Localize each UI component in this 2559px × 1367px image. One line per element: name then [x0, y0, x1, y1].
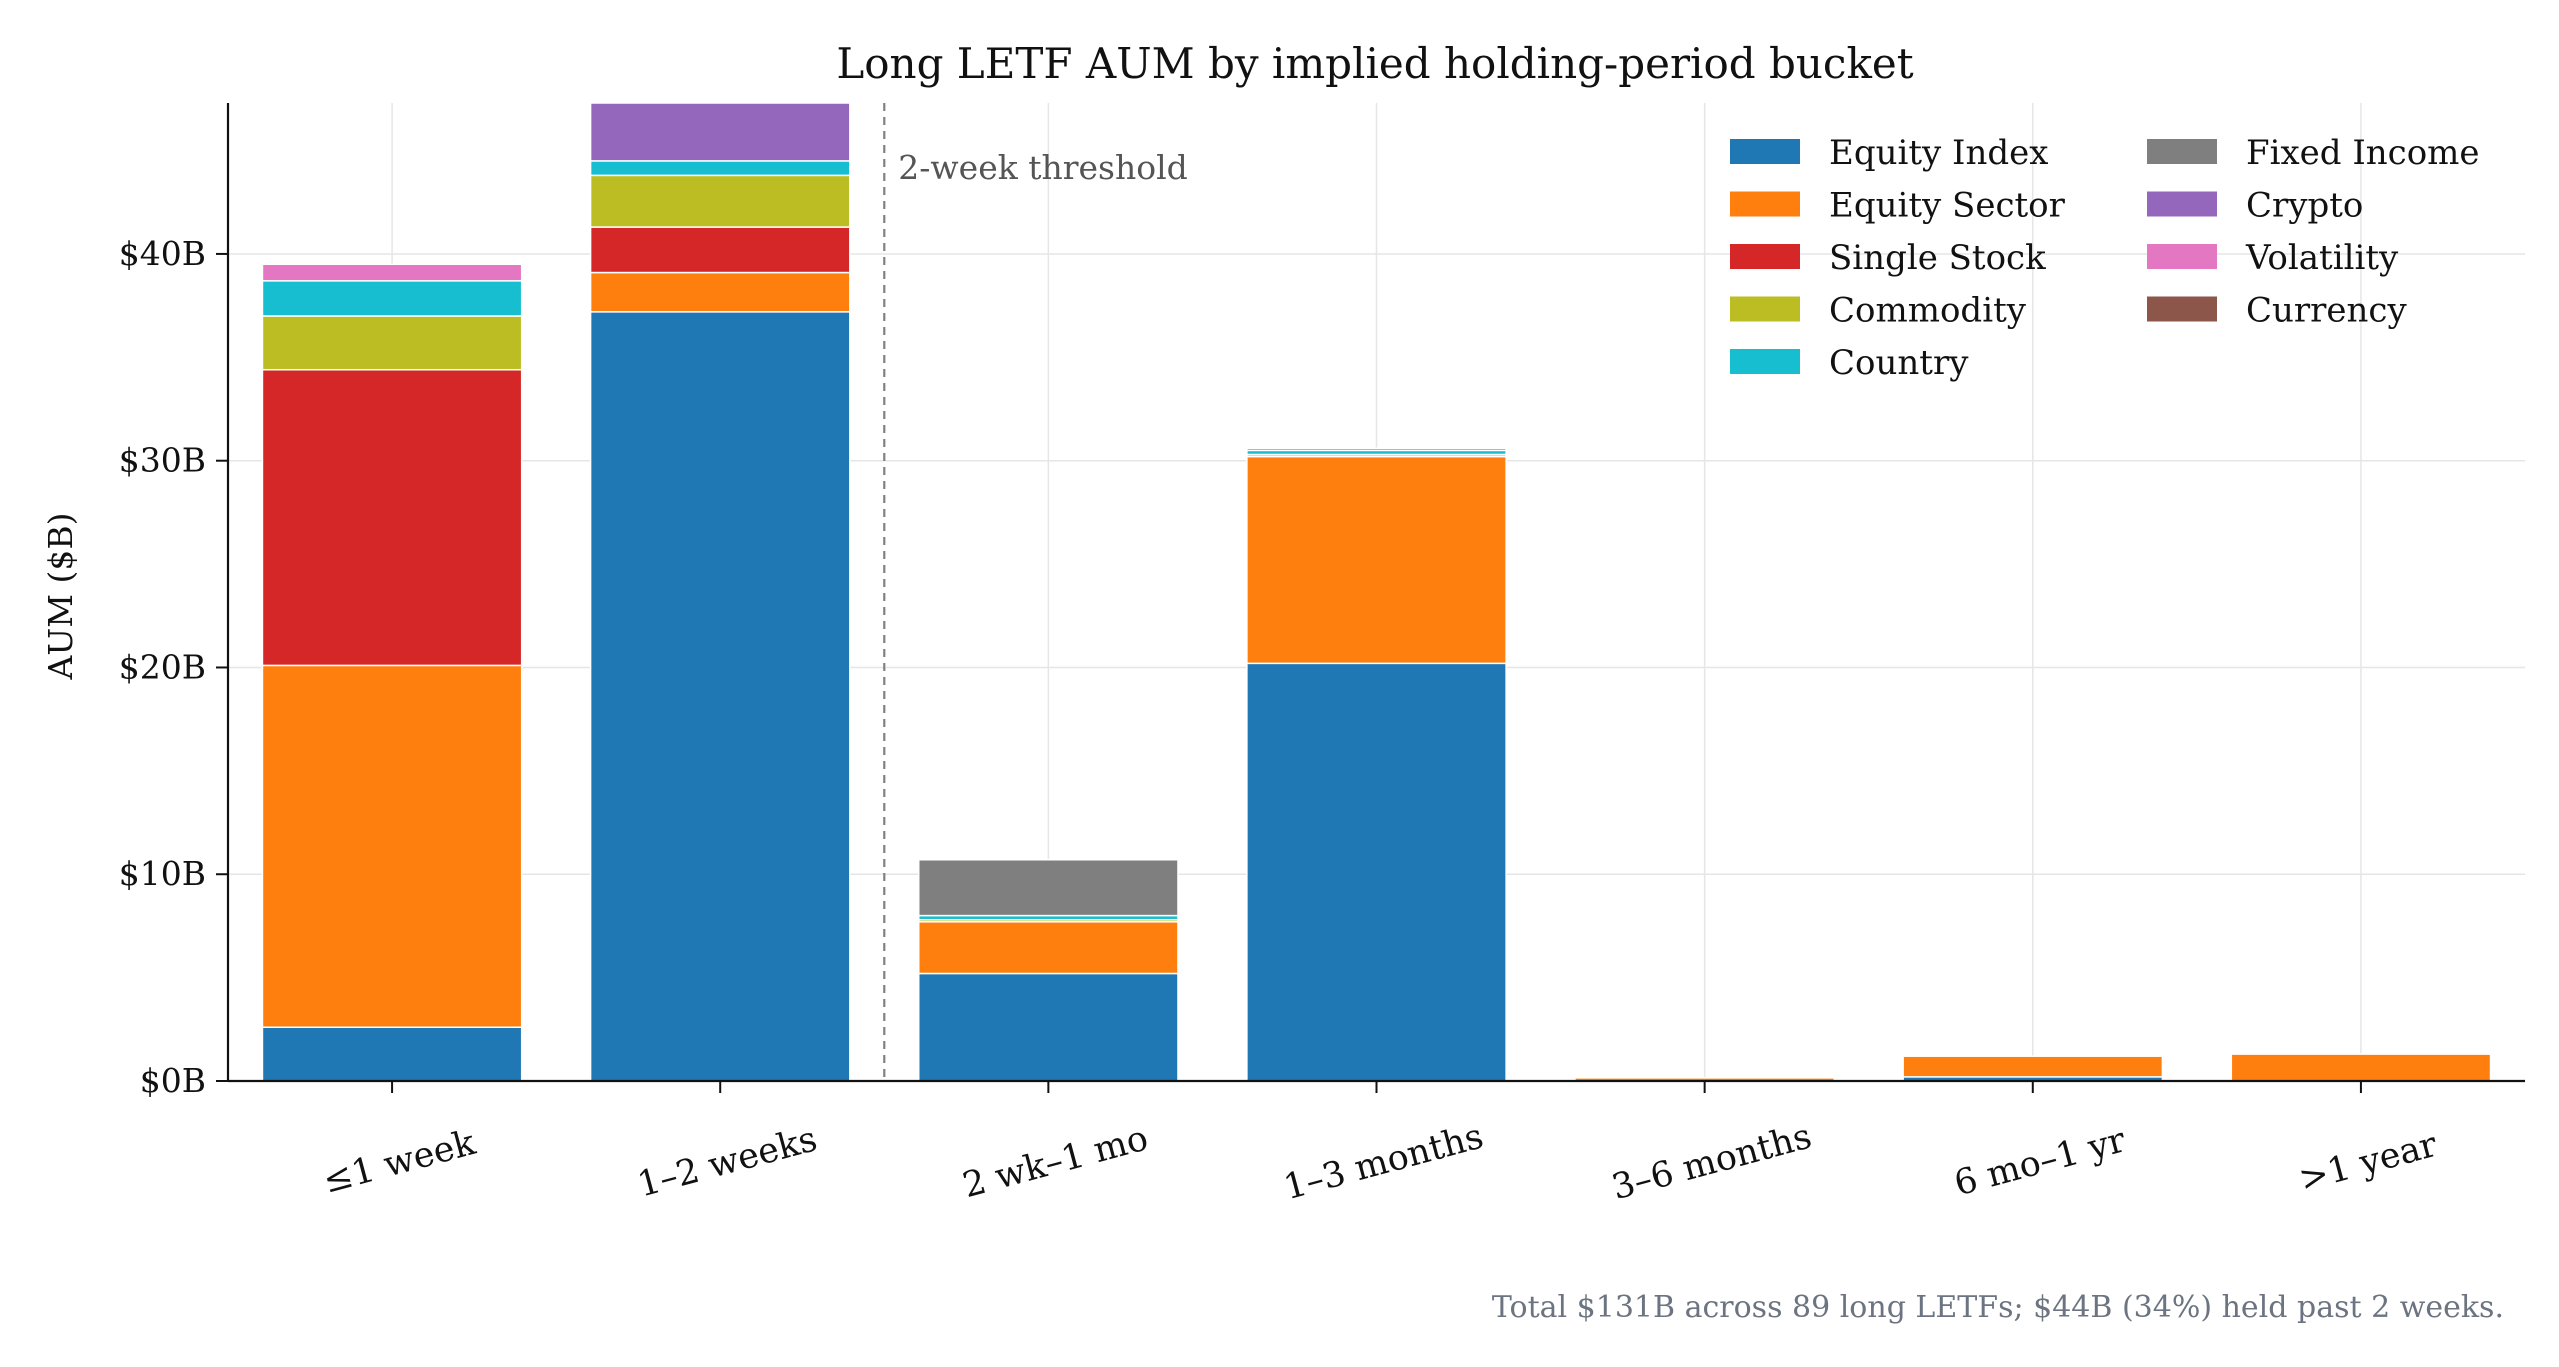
legend-label: Country [1829, 343, 1969, 383]
x-tick-label: 1–2 weeks [633, 1119, 821, 1205]
legend-label: Crypto [2246, 186, 2363, 226]
x-tick-label: 1–3 months [1280, 1117, 1488, 1209]
legend-swatch [1730, 139, 1800, 164]
x-tick-label: 3–6 months [1608, 1117, 1816, 1209]
legend-swatch [1730, 191, 1800, 217]
legend-label: Currency [2246, 291, 2407, 331]
legend-swatch [2147, 139, 2217, 164]
bar-segment-equity-sector [2230, 1053, 2492, 1082]
legend-swatch [1730, 296, 1800, 322]
x-tick-label: 2 wk–1 mo [959, 1119, 1153, 1207]
bar-segment-single-stock [589, 226, 851, 274]
bar-segment-commodity [261, 315, 523, 371]
threshold-label: 2-week threshold [898, 148, 1187, 187]
legend-label: Single Stock [1829, 238, 2046, 278]
y-tick-label: $10B [119, 854, 206, 893]
legend-swatch [2147, 296, 2217, 322]
legend-label: Commodity [1829, 291, 2027, 331]
legend-swatch [2147, 244, 2217, 269]
bar-segment-equity-sector [261, 664, 523, 1028]
bar-segment-single-stock [261, 368, 523, 667]
footnote-caption: Total $131B across 89 long LETFs; $44B (… [1491, 1290, 2504, 1325]
legend-swatch [2147, 191, 2217, 217]
bar-segment-fixed-income [917, 859, 1179, 917]
bar-segment-commodity [589, 174, 851, 228]
bar-segment-equity-sector [1902, 1055, 2164, 1078]
bar-segment-equity-sector [1246, 455, 1507, 665]
legend-label: Volatility [2245, 238, 2399, 278]
y-tick-label: $0B [140, 1061, 206, 1100]
x-tick-label: ≤1 week [319, 1123, 480, 1202]
y-tick-label: $40B [119, 234, 206, 273]
legend-swatch [1730, 349, 1800, 374]
y-tick-label: $20B [119, 647, 206, 686]
bar-segment-fixed-income [1246, 447, 1507, 452]
bar-segment-equity-sector [917, 921, 1179, 975]
bar-segment-volatility [261, 263, 523, 282]
y-axis-label: AUM ($B) [41, 513, 80, 681]
bar-segment-country [589, 160, 851, 177]
bar-segment-equity-index [261, 1026, 523, 1082]
bar-segment-country [261, 280, 523, 317]
legend-swatch [1730, 244, 1800, 269]
legend-label: Equity Sector [1829, 186, 2066, 226]
bar-segment-equity-index [917, 972, 1179, 1082]
bar-segment-equity-index [1246, 662, 1507, 1082]
x-tick-label: >1 year [2295, 1125, 2442, 1200]
y-tick-label: $30B [119, 441, 206, 480]
bar-segment-equity-sector [589, 271, 851, 313]
bar-segment-crypto [589, 102, 851, 162]
bar-segment-equity-index [589, 311, 851, 1082]
x-tick-label: 6 mo–1 yr [1950, 1120, 2130, 1204]
chart-title: Long LETF AUM by implied holding-period … [836, 39, 1913, 88]
legend-label: Fixed Income [2246, 133, 2480, 173]
legend-label: Equity Index [1829, 133, 2048, 173]
